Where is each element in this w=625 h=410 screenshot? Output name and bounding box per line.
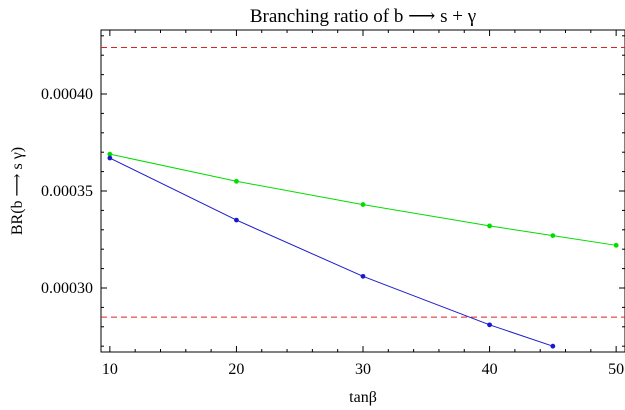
- series-layer: [107, 151, 619, 349]
- series-2-point: [234, 217, 239, 223]
- y-tick-label: 0.00035: [41, 183, 93, 200]
- y-tick-label: 0.00040: [41, 86, 93, 103]
- y-axis-ticks: 0.00030 0.00035 0.00040: [41, 35, 625, 347]
- series-2-point: [360, 273, 366, 279]
- x-tick-label: 50: [608, 361, 624, 378]
- series-1-point: [234, 178, 239, 184]
- series-1-point: [613, 242, 619, 248]
- series-2-point: [107, 155, 113, 161]
- x-tick-label: 40: [482, 361, 498, 378]
- series-1-point: [360, 202, 366, 207]
- series-2-point: [487, 322, 492, 328]
- plot-frame: [100, 29, 625, 353]
- series-2-line: [109, 157, 554, 347]
- series-1-point: [487, 223, 492, 229]
- y-axis-label: BR(b ⟶ s γ): [9, 147, 26, 235]
- series-1-point: [550, 233, 556, 239]
- series-1-line: [109, 153, 617, 246]
- series-2-point: [550, 343, 556, 349]
- y-tick-label: 0.00030: [41, 280, 93, 297]
- series-1-point: [107, 151, 113, 157]
- reference-lines: [101, 46, 625, 318]
- chart-title: Branching ratio of b ⟶ s + γ: [250, 6, 476, 27]
- x-tick-label: 30: [355, 361, 371, 378]
- x-axis-label: tanβ: [349, 389, 377, 406]
- x-axis-ticks: 10 20 30 40 50: [102, 30, 624, 378]
- x-tick-label: 10: [102, 361, 118, 378]
- x-tick-label: 20: [228, 361, 244, 378]
